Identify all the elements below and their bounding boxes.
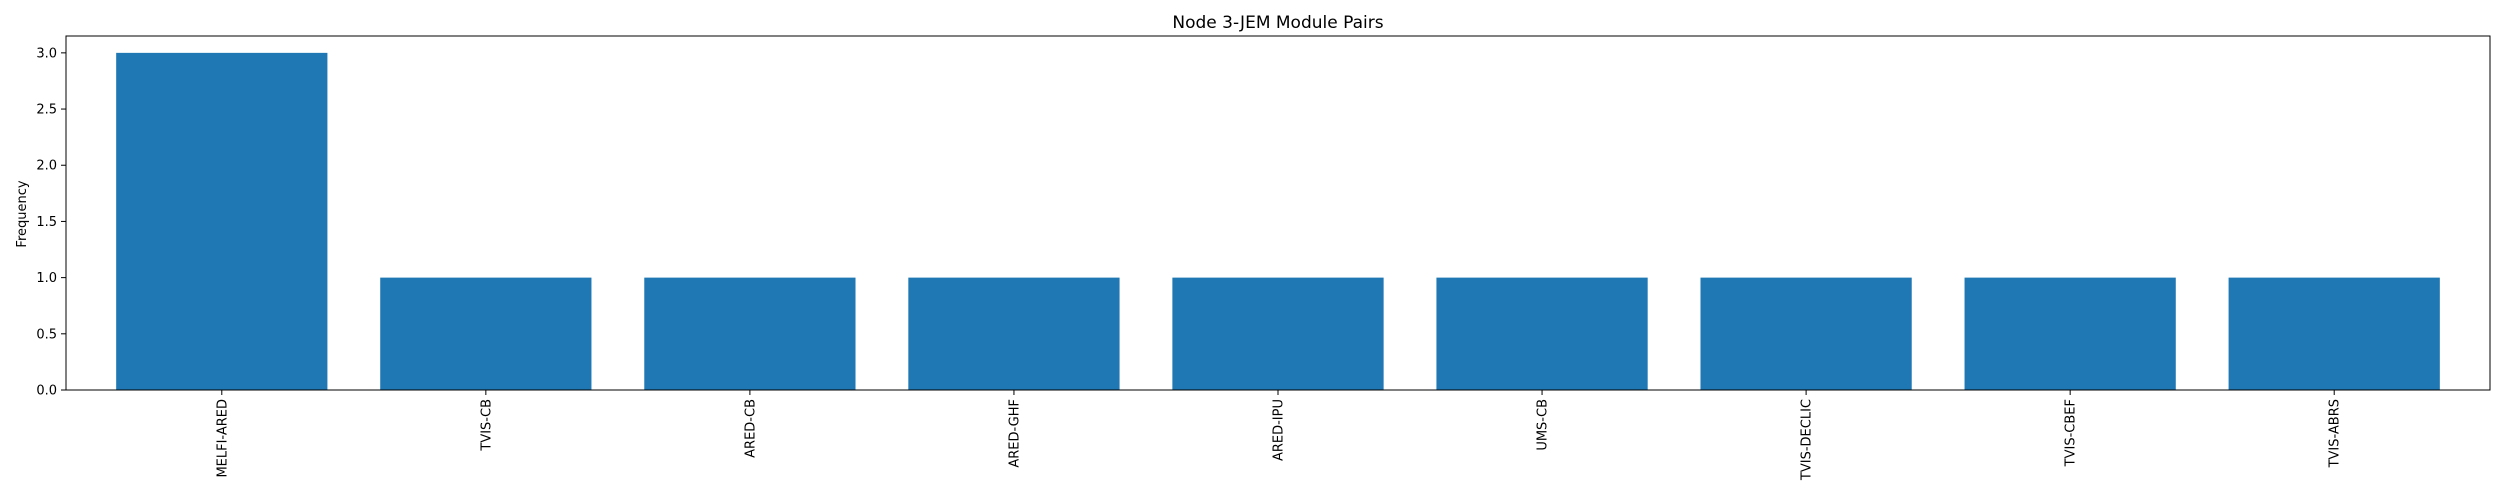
y-tick-label: 2.0	[36, 159, 57, 174]
x-tick-label: TVIS-CB	[479, 399, 494, 452]
bar-ared-ipu	[1172, 277, 1384, 390]
bar-ums-cb	[1436, 277, 1648, 390]
y-tick-label: 2.5	[36, 103, 57, 118]
x-tick-label: MELFI-ARED	[215, 399, 230, 478]
x-tick-label: ARED-IPU	[1272, 399, 1287, 461]
y-tick-label: 1.0	[36, 271, 57, 286]
chart-title: Node 3-JEM Module Pairs	[1172, 13, 1383, 33]
bar-ared-ghf	[908, 277, 1120, 390]
x-tick-label: UMS-CB	[1536, 399, 1551, 451]
bar-tvis-cbef	[1964, 277, 2176, 390]
bar-tvis-cb	[380, 277, 592, 390]
x-tick-label: TVIS-ABRS	[2328, 399, 2343, 468]
y-axis-label: Frequency	[15, 180, 30, 247]
x-tick-label: ARED-CB	[743, 399, 758, 458]
plot-area: 0.0 0.5 1.0 1.5 2.0 2.5 3.0 MELFI-ARED TVIS-CB AR…	[36, 35, 2491, 481]
y-tick-label: 3.0	[36, 46, 57, 61]
y-tick-label: 0.5	[36, 327, 57, 342]
y-tick-label: 1.5	[36, 215, 57, 230]
x-tick-label: TVIS-DECLIC	[1800, 399, 1815, 481]
bar-melfi-ared	[116, 52, 328, 390]
x-tick-label: ARED-GHF	[1007, 399, 1022, 468]
y-tick-label: 0.0	[36, 384, 57, 399]
bar-tvis-abrs	[2228, 277, 2440, 390]
x-tick-label: TVIS-CBEF	[2064, 399, 2079, 467]
bar-ared-cb	[644, 277, 856, 390]
bar-tvis-declic	[1700, 277, 1912, 390]
